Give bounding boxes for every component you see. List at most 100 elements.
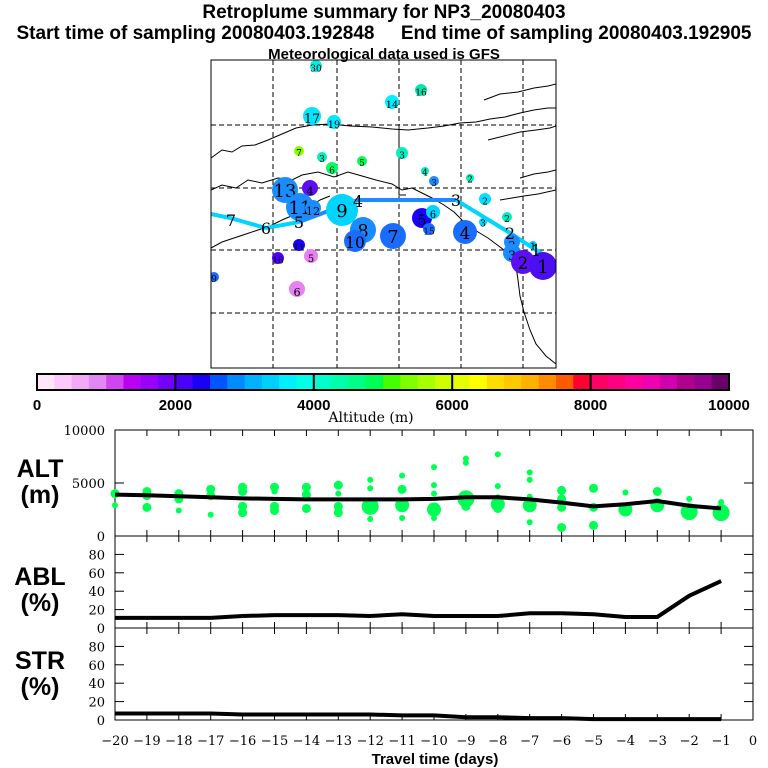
y-tick-label: 80 — [88, 548, 105, 563]
cluster-point — [301, 482, 311, 492]
trajectory-day-label: 3 — [451, 191, 461, 210]
panel-alt: 0 5000 10000 — [64, 424, 754, 545]
colorbar-swatch — [677, 374, 695, 390]
colorbar-swatch — [331, 374, 349, 390]
alt-label: ALT — [16, 455, 64, 483]
x-tick-label: −14 — [293, 734, 320, 749]
cluster-label: 8 — [357, 221, 368, 242]
colorbar-swatch — [642, 374, 661, 390]
x-tick-label: −12 — [356, 734, 383, 749]
cluster-point — [361, 497, 379, 515]
cluster-circle — [344, 230, 366, 252]
x-tick-label: −16 — [229, 734, 256, 749]
cluster-circle — [326, 194, 358, 226]
cluster-label: 2 — [504, 215, 510, 225]
colorbar-swatch — [140, 374, 159, 390]
trajectory-segment-dark — [298, 198, 456, 224]
cluster-circle — [385, 95, 399, 109]
cluster-circle — [211, 272, 219, 282]
y-tick-label: 40 — [88, 585, 105, 600]
colorbar-swatch — [88, 374, 107, 390]
abl-label: ABL — [14, 563, 66, 591]
cluster-point — [652, 486, 662, 496]
cluster-label: 3 — [508, 248, 516, 263]
cluster-circle — [286, 193, 314, 221]
colorbar-swatch — [538, 374, 557, 390]
alt-unit-label: (m) — [20, 481, 60, 509]
cluster-point — [718, 499, 725, 506]
cluster-circle — [396, 147, 408, 159]
cluster-point — [431, 490, 437, 497]
cluster-point — [395, 498, 410, 513]
colorbar-swatch — [486, 374, 505, 390]
x-tick-label: −1 — [712, 734, 731, 749]
trajectory-segment-light — [211, 212, 300, 231]
cluster-circle — [303, 107, 321, 125]
y-tick-label: 40 — [88, 677, 105, 692]
colorbar-swatch — [659, 374, 678, 390]
y-tick-label: 0 — [97, 622, 105, 637]
colorbar-swatch — [573, 374, 592, 390]
cluster-point — [333, 501, 343, 511]
cluster-circle — [327, 115, 341, 129]
y-tick-label: 80 — [88, 640, 105, 655]
cluster-circle — [272, 252, 284, 264]
colorbar-swatch — [123, 374, 142, 390]
cluster-point — [399, 472, 406, 479]
cluster-point — [397, 484, 407, 494]
colorbar-axis-label: Altitude (m) — [327, 410, 413, 426]
cluster-point — [301, 503, 311, 513]
cluster-label: 14 — [386, 100, 398, 111]
cluster-circle — [529, 252, 556, 280]
cluster-point — [333, 508, 343, 518]
cluster-point — [526, 519, 533, 526]
colorbar-swatch — [192, 374, 211, 390]
y-tick-label: 20 — [88, 604, 105, 619]
cluster-point — [367, 485, 374, 492]
colorbar-swatch — [210, 374, 228, 390]
cluster-label: 3 — [431, 179, 437, 189]
cluster-point — [557, 502, 567, 512]
y-tick-label: 60 — [88, 659, 105, 674]
cluster-circle — [305, 200, 321, 216]
colorbar-swatch — [625, 374, 643, 390]
panel-abl: 0 20 40 60 80 — [88, 535, 754, 637]
colorbar-swatch — [106, 374, 124, 390]
cluster-point — [557, 523, 567, 533]
cluster-label: 2 — [518, 253, 529, 273]
cluster-label: 17 — [304, 111, 320, 126]
coastline — [211, 107, 556, 159]
cluster-point — [271, 488, 278, 495]
meteorological-data-line: Meteorological data used is GFS — [268, 46, 500, 63]
trajectory-day-label: 5 — [294, 213, 304, 232]
x-tick-label: −9 — [456, 734, 475, 749]
colorbar-swatch — [54, 374, 73, 390]
cluster-circle — [421, 167, 429, 175]
cluster-label: 11 — [289, 198, 312, 219]
alt-panel-ylabel: ALT (m) — [5, 456, 75, 508]
cluster-label: 4 — [422, 168, 428, 178]
x-tick-label: −11 — [388, 734, 415, 749]
cluster-point — [238, 486, 248, 496]
cluster-circle — [302, 180, 318, 196]
colorbar-tick-label: 2000 — [159, 397, 192, 414]
y-tick-label: 60 — [88, 567, 105, 582]
coastline — [519, 169, 556, 179]
cluster-circle — [415, 84, 427, 96]
str-unit-label: (%) — [20, 673, 60, 701]
cluster-point — [526, 469, 533, 476]
y-tick-label: 0 — [97, 714, 105, 729]
coastline — [487, 125, 556, 141]
cluster-label: 6 — [329, 167, 335, 177]
cluster-point — [270, 482, 279, 492]
x-tick-label: −19 — [133, 734, 160, 749]
cluster-circle — [529, 241, 537, 249]
colorbar-swatch — [296, 374, 315, 390]
x-tick-label: −10 — [420, 734, 447, 749]
cluster-point — [367, 516, 374, 523]
cluster-point — [461, 501, 471, 511]
cluster-point — [589, 520, 598, 530]
